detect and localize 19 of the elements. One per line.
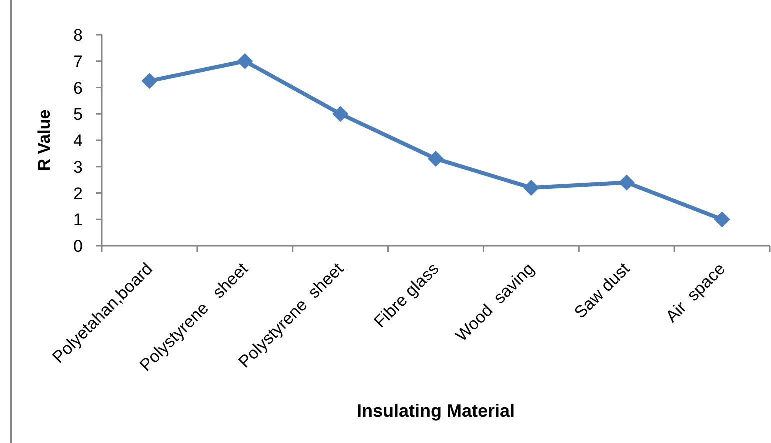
y-axis-title: R Value	[35, 110, 54, 172]
point	[714, 212, 730, 228]
point	[237, 53, 254, 70]
y-tick-label: 7	[74, 52, 83, 72]
point	[332, 106, 349, 122]
y-tick-label: 2	[74, 184, 83, 204]
y-tick-label: 3	[74, 158, 83, 177]
y-tick-label: 4	[74, 132, 83, 151]
point	[523, 180, 540, 196]
y-tick-label: 0	[74, 237, 83, 256]
y-tick-label: 8	[74, 26, 83, 46]
y-tick-label: 1	[74, 210, 83, 230]
x-tick-label: Saw dust	[570, 259, 634, 322]
point	[618, 174, 635, 191]
y-tick-label: 5	[74, 105, 83, 124]
point	[142, 73, 158, 90]
x-axis-title: Insulating Material	[356, 401, 516, 421]
y-tick-label: 6	[74, 78, 83, 98]
point	[428, 150, 444, 167]
